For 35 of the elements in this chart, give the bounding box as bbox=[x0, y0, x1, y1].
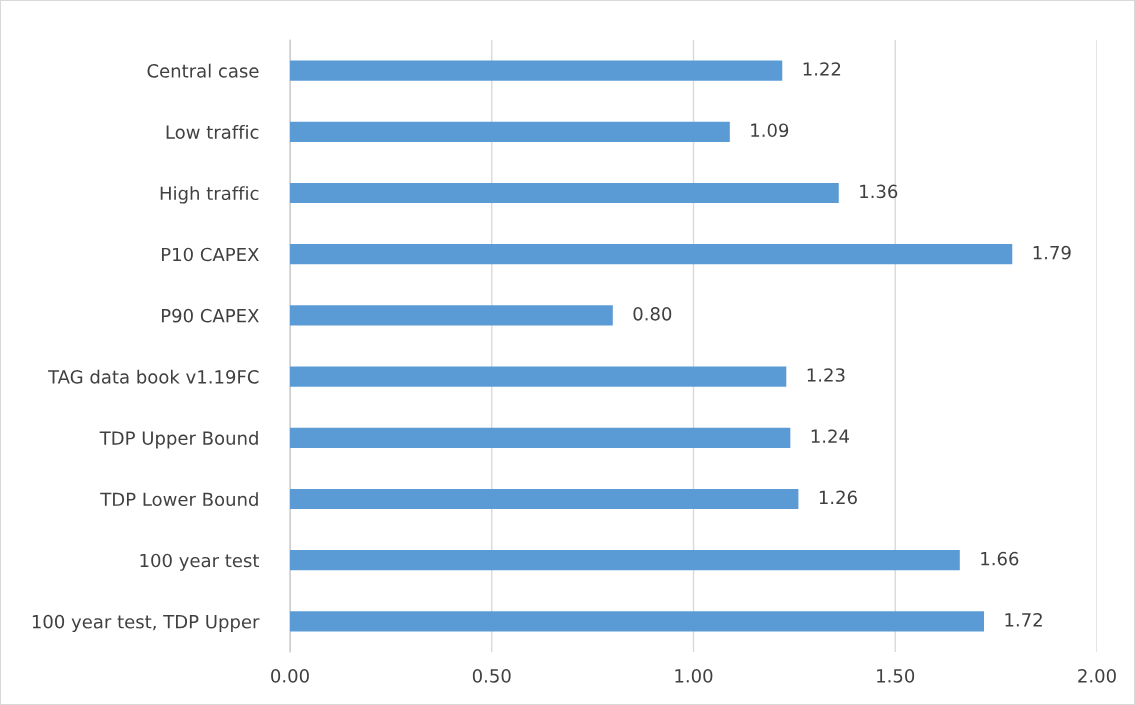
y-tick-label: Central case bbox=[147, 63, 259, 78]
data-label: 1.36 bbox=[860, 184, 898, 199]
data-label: 1.72 bbox=[1005, 612, 1042, 627]
data-label: 0.80 bbox=[633, 306, 672, 321]
y-tick-label: 100 year test bbox=[140, 553, 260, 571]
y-tick-label: P90 CAPEX bbox=[161, 308, 259, 323]
x-tick-label: 2.00 bbox=[1078, 668, 1116, 683]
bar bbox=[290, 611, 985, 632]
bar bbox=[290, 244, 1013, 265]
y-tick-label: 100 year test, TDP Upper bbox=[32, 614, 260, 633]
x-tick-label: 1.00 bbox=[675, 668, 713, 683]
y-tick-label: Low traffic bbox=[166, 124, 259, 139]
data-label: 1.22 bbox=[803, 62, 841, 76]
x-tick-label: 1.50 bbox=[877, 668, 915, 683]
y-tick-label: TDP Lower Bound bbox=[100, 492, 258, 507]
bar bbox=[290, 60, 783, 81]
bar bbox=[290, 305, 613, 326]
bar bbox=[290, 427, 791, 448]
data-label: 1.23 bbox=[807, 368, 845, 382]
x-tick-label: 0.50 bbox=[472, 668, 511, 683]
data-label: 1.26 bbox=[819, 490, 857, 505]
bar bbox=[290, 366, 787, 387]
bar bbox=[290, 121, 730, 142]
y-tick-label: High traffic bbox=[160, 186, 259, 204]
y-tick-label: TAG data book v1.19FC bbox=[47, 369, 259, 384]
bar bbox=[290, 182, 839, 204]
data-label: 1.66 bbox=[981, 551, 1019, 566]
x-tick-label: 0.00 bbox=[271, 668, 309, 683]
y-tick-label: P10 CAPEX bbox=[161, 247, 259, 262]
data-label: 1.09 bbox=[751, 123, 789, 138]
bar bbox=[290, 488, 799, 510]
data-label: 1.24 bbox=[811, 429, 849, 443]
data-label: 1.79 bbox=[1033, 245, 1071, 260]
bar bbox=[290, 550, 960, 571]
y-tick-label: TDP Upper Bound bbox=[99, 430, 258, 449]
